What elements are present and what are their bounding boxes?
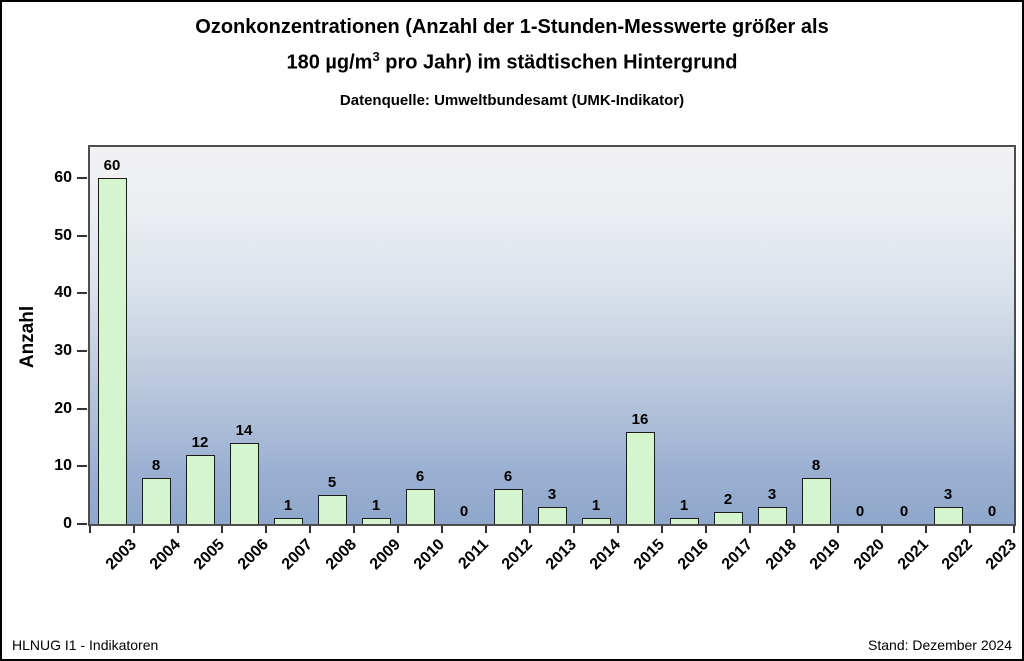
bar <box>537 506 567 524</box>
bar <box>97 178 127 524</box>
y-axis-tick-label: 50 <box>54 226 72 244</box>
bar-value-label: 2 <box>723 491 733 509</box>
x-axis-tick <box>573 526 575 533</box>
bar <box>713 512 743 524</box>
bar-value-label: 8 <box>811 456 821 474</box>
bar <box>581 518 611 524</box>
footer-left-text: HLNUG I1 - Indikatoren <box>12 637 159 653</box>
y-axis-tick <box>77 234 87 237</box>
x-axis-tick <box>661 526 663 533</box>
bar-value-label: 0 <box>899 503 909 520</box>
y-axis-tick-label: 30 <box>54 342 72 360</box>
bar-value-label: 3 <box>943 485 953 503</box>
x-axis-tick <box>793 526 795 533</box>
bar <box>317 495 347 524</box>
bar-value-label: 14 <box>235 422 253 440</box>
y-axis-tick <box>77 465 87 468</box>
bar-value-label: 1 <box>591 497 601 515</box>
y-axis-tick <box>77 523 87 525</box>
bar-value-label: 3 <box>547 485 557 503</box>
x-axis-tick <box>89 526 91 533</box>
x-axis-tick <box>221 526 223 533</box>
x-axis-tick <box>529 526 531 533</box>
bar <box>405 489 435 524</box>
x-axis-tick <box>705 526 707 533</box>
bar-value-label: 5 <box>327 474 337 492</box>
bar <box>229 443 259 524</box>
chart-title-superscript: 3 <box>372 49 380 64</box>
y-axis-tick <box>77 350 87 353</box>
chart-subtitle: Datenquelle: Umweltbundesamt (UMK-Indika… <box>339 92 685 109</box>
chart-title-line2-post: pro Jahr) im städtischen Hintergrund <box>379 51 738 74</box>
y-axis-tick-label: 60 <box>54 169 72 187</box>
bar <box>625 431 655 524</box>
x-axis-tick <box>1013 526 1015 533</box>
x-axis-tick <box>749 526 751 533</box>
bar-value-label: 1 <box>679 497 689 515</box>
bar-value-label: 3 <box>767 485 777 503</box>
y-axis-tick-label: 20 <box>54 399 72 417</box>
x-axis-tick <box>309 526 311 533</box>
bar-value-label: 12 <box>191 433 209 451</box>
y-axis-tick-label: 10 <box>54 457 72 475</box>
bar-value-label: 8 <box>151 456 161 474</box>
y-axis-tick <box>77 177 87 180</box>
x-axis-tick <box>925 526 927 533</box>
bar-value-label: 6 <box>415 468 425 486</box>
x-axis-tick <box>969 526 971 533</box>
y-axis-tick <box>77 292 87 295</box>
y-axis-tick-label: 40 <box>54 284 72 302</box>
x-axis-tick <box>177 526 179 533</box>
bar <box>141 477 171 524</box>
bar-value-label: 1 <box>283 497 293 515</box>
bar-value-label: 60 <box>103 157 121 175</box>
bar-value-label: 16 <box>631 410 649 428</box>
chart-title-line2: 180 µg/m3 pro Jahr) im städtischen Hinte… <box>2 42 1022 78</box>
bar-value-label: 0 <box>855 503 865 520</box>
plot-area: 0 10 20 30 40 50 60 60 2003 8 2004 12 2005 14 2006 1 200… <box>54 145 1020 573</box>
bar-value-label: 6 <box>503 468 513 486</box>
bar <box>361 518 391 524</box>
x-axis-tick <box>485 526 487 533</box>
bar-value-label: 0 <box>987 503 997 520</box>
bar <box>273 518 303 524</box>
bar-value-label: 0 <box>459 503 469 520</box>
x-axis-tick <box>881 526 883 533</box>
y-axis-tick-label: 0 <box>63 515 72 532</box>
x-axis-tick <box>397 526 399 533</box>
x-axis-tick <box>837 526 839 533</box>
bar <box>185 454 215 524</box>
bar <box>757 506 787 524</box>
x-axis-tick <box>441 526 443 533</box>
bar <box>669 518 699 524</box>
bar <box>801 477 831 524</box>
x-axis-tick <box>133 526 135 533</box>
chart-title-line1: Ozonkonzentrationen (Anzahl der 1-Stunde… <box>195 16 829 38</box>
bar <box>933 506 963 524</box>
x-axis-tick <box>265 526 267 533</box>
chart-title-line2-pre: 180 µg/m <box>286 51 373 74</box>
y-axis-tick <box>77 407 87 410</box>
bar <box>493 489 523 524</box>
bar-value-label: 1 <box>371 497 381 515</box>
chart-title: Ozonkonzentrationen (Anzahl der 1-Stunde… <box>2 12 1022 78</box>
footer-right-text: Stand: Dezember 2024 <box>868 637 1012 653</box>
x-axis-tick <box>617 526 619 533</box>
x-axis-tick <box>353 526 355 533</box>
